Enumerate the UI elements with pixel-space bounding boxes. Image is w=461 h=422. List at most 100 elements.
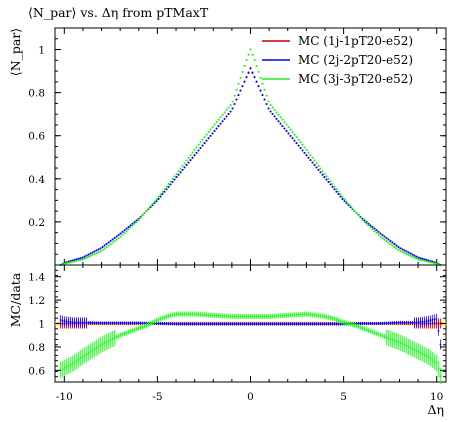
ratio-series-point (267, 315, 270, 318)
main-series-point (63, 262, 66, 265)
ratio-series-point (181, 323, 184, 325)
main-series-point (101, 246, 104, 248)
main-series-point (133, 221, 136, 224)
main-series-point (219, 116, 222, 119)
ratio-series-point (75, 360, 78, 362)
main-series-point (313, 164, 316, 166)
main-series-point (379, 232, 382, 235)
ratio-series-point (297, 323, 300, 325)
ratio-series-point (239, 323, 242, 325)
main-series-point (401, 248, 404, 251)
ratio-series-point (147, 323, 150, 326)
main-series-point (87, 255, 90, 258)
main-series-point (79, 258, 82, 261)
main-series-point (105, 246, 108, 249)
ratio-series-point (209, 314, 212, 316)
main-series-point (115, 235, 118, 238)
main-series-point (289, 128, 292, 131)
ratio-series-point (383, 335, 386, 338)
main-series-point (215, 121, 218, 124)
main-series-point (379, 235, 382, 238)
ratio-series-point (79, 321, 82, 324)
ratio-series-point (425, 320, 428, 323)
main-series-point (69, 261, 72, 264)
ratio-series-point (423, 353, 426, 356)
ratio-series-point (341, 321, 344, 323)
main-series-2 (59, 67, 442, 266)
ratio-series-point (375, 332, 378, 335)
main-series-point (119, 235, 122, 238)
ratio-series-point (133, 328, 136, 331)
main-series-point (375, 231, 378, 234)
ratio-series-point (135, 328, 138, 330)
main-series-point (171, 181, 174, 183)
ratio-series-point (175, 323, 178, 325)
main-series-point (311, 156, 314, 159)
main-series-point (369, 224, 372, 227)
ratio-series-point (247, 315, 250, 318)
ratio-series-point (307, 323, 310, 325)
main-series-point (197, 143, 200, 146)
ratio-series-point (123, 332, 126, 335)
ratio-series-point (133, 322, 136, 324)
main-series-point (327, 181, 330, 183)
main-y-axis-label: ⟨N_par⟩ (8, 28, 23, 76)
main-series-point (319, 167, 322, 170)
ratio-series-point (359, 326, 362, 329)
main-series-point (375, 229, 378, 232)
ratio-series-point (93, 321, 96, 324)
ratio-series-point (391, 338, 394, 341)
main-series-point (83, 257, 86, 260)
ratio-series-point (211, 323, 214, 325)
main-series-point (411, 253, 414, 256)
ratio-series-point (291, 314, 294, 316)
main-series-point (381, 237, 384, 240)
ratio-x-tick-label: 0 (247, 391, 254, 403)
ratio-series-point (321, 315, 324, 318)
ratio-series-point (337, 323, 340, 325)
ratio-series-point (215, 323, 218, 325)
ratio-series-point (297, 313, 300, 316)
ratio-series-point (395, 340, 398, 342)
ratio-series-point (309, 323, 312, 325)
main-series-point (67, 261, 70, 264)
ratio-series-point (257, 323, 260, 325)
main-series-point (115, 238, 118, 241)
ratio-series-point (433, 360, 436, 363)
ratio-series-point (79, 357, 82, 359)
ratio-series-point (195, 313, 198, 316)
ratio-series-point (273, 323, 276, 325)
ratio-series-point (281, 314, 284, 317)
ratio-series-point (157, 322, 160, 325)
main-series-point (335, 188, 338, 191)
main-series-point (193, 148, 196, 151)
ratio-series-point (389, 322, 392, 324)
main-series-point (159, 195, 162, 198)
ratio-series-point (241, 323, 244, 325)
ratio-series-point (251, 315, 254, 318)
ratio-series-point (365, 328, 368, 331)
main-series-point (405, 253, 408, 256)
ratio-series-point (213, 323, 216, 325)
main-series-point (403, 252, 406, 255)
ratio-series-point (151, 321, 154, 324)
main-series-point (377, 233, 380, 236)
main-series-point (277, 113, 280, 116)
main-series-point (255, 64, 258, 67)
main-series-point (321, 170, 324, 173)
main-series-point (147, 207, 150, 210)
ratio-series-point (289, 323, 292, 325)
ratio-series-point (181, 313, 184, 315)
ratio-series-point (261, 323, 264, 325)
main-series-point (323, 172, 326, 175)
ratio-series-point (201, 313, 204, 316)
ratio-series-point (259, 323, 262, 325)
main-series-point (179, 171, 182, 174)
ratio-series-point (437, 368, 440, 371)
ratio-series-point (233, 323, 236, 325)
ratio-series-point (295, 313, 298, 316)
ratio-series-point (369, 322, 372, 325)
ratio-series-point (303, 323, 306, 325)
main-series-point (397, 246, 400, 248)
main-series-point (243, 64, 246, 67)
